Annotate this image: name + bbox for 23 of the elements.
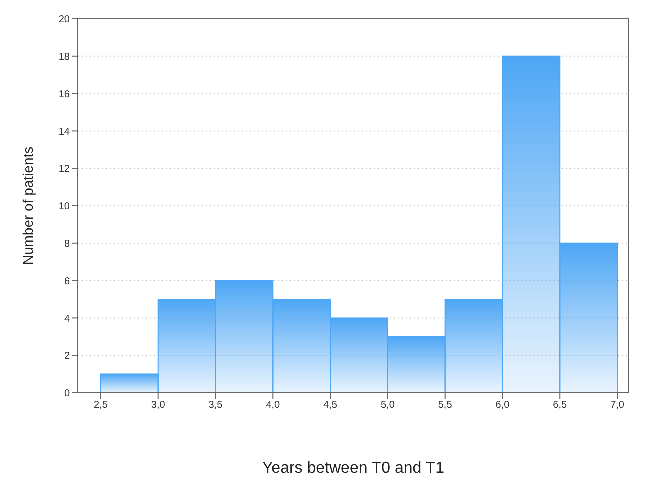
y-tick-label: 14 xyxy=(58,126,70,138)
x-tick-label: 4,5 xyxy=(324,400,338,412)
x-tick-label: 3,0 xyxy=(151,400,166,412)
y-tick-label: 2 xyxy=(64,351,70,362)
x-tick-label: 5,5 xyxy=(438,400,453,412)
x-tick-label: 7,0 xyxy=(610,400,625,412)
y-tick-label: 20 xyxy=(58,14,70,26)
y-axis-title: Number of patients xyxy=(20,146,36,266)
y-tick-label: 4 xyxy=(64,314,70,325)
y-tick-label: 6 xyxy=(64,276,70,288)
y-tick-label: 18 xyxy=(58,52,70,63)
y-tick-label: 16 xyxy=(58,89,70,100)
y-tick-label: 0 xyxy=(64,388,70,400)
x-axis-title: Years between T0 and T1 xyxy=(262,460,445,477)
x-tick-label: 6,0 xyxy=(496,400,510,412)
y-tick-label: 8 xyxy=(64,238,70,250)
x-tick-label: 4,0 xyxy=(266,400,281,412)
x-tick-label: 6,5 xyxy=(553,400,568,412)
x-tick-label: 5,0 xyxy=(380,400,396,412)
y-tick-label: 12 xyxy=(58,164,70,176)
y-tick-label: 10 xyxy=(58,202,70,213)
x-tick-label: 2,5 xyxy=(94,400,108,412)
x-tick-label: 3,5 xyxy=(208,400,224,412)
